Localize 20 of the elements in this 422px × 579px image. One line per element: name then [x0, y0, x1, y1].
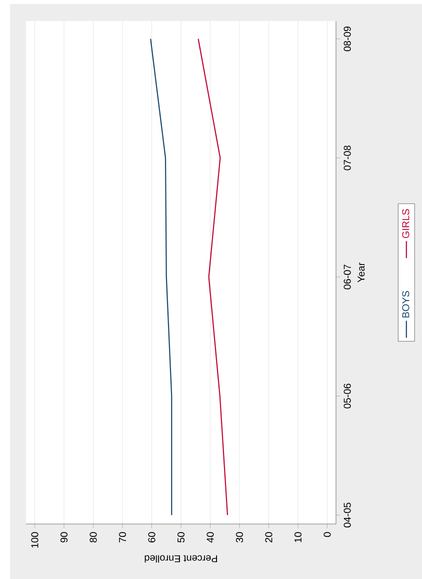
- text: BOYS: [402, 290, 410, 318]
- x-tick-label: 80: [90, 532, 97, 542]
- x-tick-label: 70: [118, 532, 126, 542]
- x-tick-label: 40: [206, 532, 214, 543]
- x-tick-label: 90: [60, 532, 68, 542]
- y-tick-label: 08-09: [344, 26, 351, 52]
- x-tick-label: 0: [324, 532, 331, 537]
- x-tick-label: 100: [31, 532, 38, 548]
- x-tick-label: 30: [236, 532, 244, 542]
- y-tick-label: 07-08: [344, 146, 351, 170]
- x-axis-title: Percent Enrolled: [144, 555, 218, 563]
- text: GIRLS: [402, 209, 410, 238]
- y-tick-label: 04-05: [344, 502, 351, 528]
- x-tick-label: 50: [177, 532, 185, 542]
- x-tick-label: 60: [148, 532, 156, 542]
- y-tick-label: 06-07: [344, 264, 351, 290]
- y-tick-label: 05-06: [344, 384, 351, 408]
- x-tick-label: 20: [265, 532, 272, 542]
- y-axis-title: Year: [358, 262, 365, 282]
- x-tick-label: 10: [294, 532, 302, 542]
